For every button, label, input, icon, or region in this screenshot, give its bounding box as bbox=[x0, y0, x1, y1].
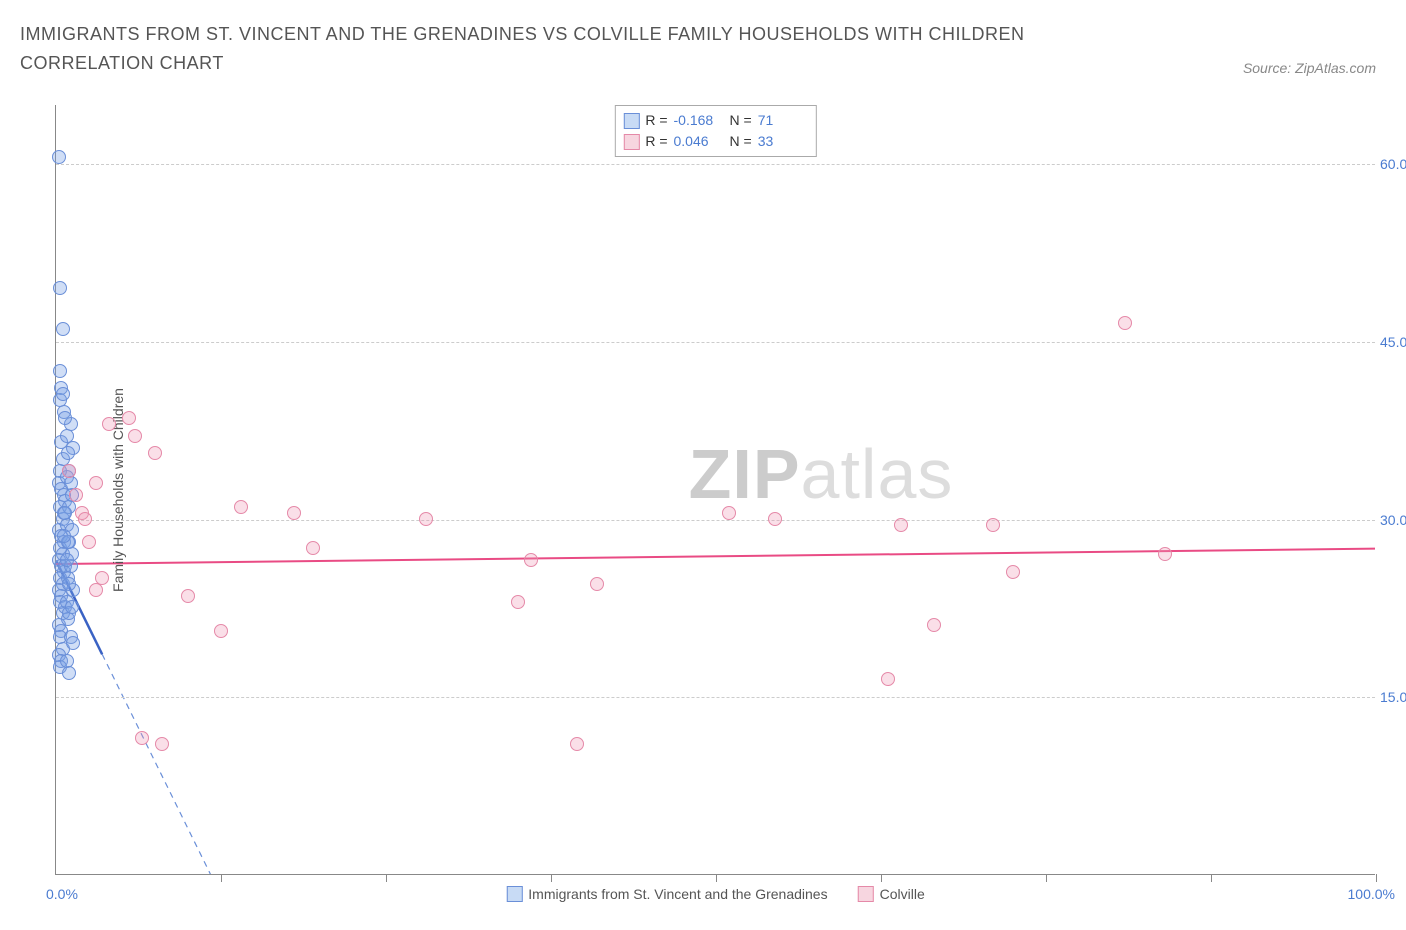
chart-container: IMMIGRANTS FROM ST. VINCENT AND THE GREN… bbox=[0, 0, 1406, 930]
legend-n-label: N = bbox=[730, 131, 752, 152]
scatter-point-series-1 bbox=[894, 518, 908, 532]
x-axis-min-label: 0.0% bbox=[46, 886, 78, 902]
series-legend: Immigrants from St. Vincent and the Gren… bbox=[506, 886, 924, 902]
series-name-0: Immigrants from St. Vincent and the Gren… bbox=[528, 886, 827, 902]
legend-n-label: N = bbox=[730, 110, 752, 131]
y-tick-label: 60.0% bbox=[1380, 156, 1406, 172]
scatter-point-series-0 bbox=[56, 387, 70, 401]
scatter-point-series-1 bbox=[181, 589, 195, 603]
scatter-point-series-1 bbox=[1118, 316, 1132, 330]
series-legend-item-0: Immigrants from St. Vincent and the Gren… bbox=[506, 886, 827, 902]
scatter-point-series-0 bbox=[57, 529, 71, 543]
scatter-point-series-0 bbox=[58, 506, 72, 520]
watermark: ZIPatlas bbox=[689, 434, 954, 514]
legend-r-value-0: -0.168 bbox=[674, 110, 724, 131]
scatter-point-series-1 bbox=[62, 464, 76, 478]
legend-swatch-1 bbox=[623, 134, 639, 150]
scatter-point-series-0 bbox=[66, 636, 80, 650]
scatter-point-series-1 bbox=[214, 624, 228, 638]
x-tick bbox=[386, 874, 387, 882]
correlation-legend: R = -0.168 N = 71 R = 0.046 N = 33 bbox=[614, 105, 816, 157]
scatter-point-series-1 bbox=[102, 417, 116, 431]
x-tick bbox=[1046, 874, 1047, 882]
gridline-h bbox=[56, 164, 1375, 165]
x-tick bbox=[551, 874, 552, 882]
legend-swatch-1b bbox=[858, 886, 874, 902]
gridline-h bbox=[56, 697, 1375, 698]
legend-swatch-0 bbox=[623, 113, 639, 129]
scatter-point-series-1 bbox=[234, 500, 248, 514]
scatter-point-series-1 bbox=[155, 737, 169, 751]
watermark-bold: ZIP bbox=[689, 435, 801, 513]
y-tick-label: 45.0% bbox=[1380, 334, 1406, 350]
scatter-point-series-1 bbox=[590, 577, 604, 591]
scatter-point-series-0 bbox=[61, 446, 75, 460]
plot-area: ZIPatlas Family Households with Children… bbox=[55, 105, 1375, 875]
scatter-point-series-0 bbox=[65, 600, 79, 614]
scatter-point-series-1 bbox=[128, 429, 142, 443]
scatter-point-series-1 bbox=[1158, 547, 1172, 561]
scatter-point-series-1 bbox=[89, 476, 103, 490]
scatter-point-series-1 bbox=[122, 411, 136, 425]
y-tick-label: 15.0% bbox=[1380, 689, 1406, 705]
x-axis-max-label: 100.0% bbox=[1348, 886, 1395, 902]
scatter-point-series-1 bbox=[419, 512, 433, 526]
scatter-point-series-0 bbox=[53, 281, 67, 295]
scatter-point-series-1 bbox=[135, 731, 149, 745]
scatter-point-series-1 bbox=[927, 618, 941, 632]
scatter-point-series-1 bbox=[570, 737, 584, 751]
x-tick bbox=[1211, 874, 1212, 882]
legend-row-series-1: R = 0.046 N = 33 bbox=[623, 131, 807, 152]
scatter-point-series-1 bbox=[881, 672, 895, 686]
scatter-point-series-1 bbox=[69, 488, 83, 502]
scatter-point-series-1 bbox=[287, 506, 301, 520]
x-tick bbox=[881, 874, 882, 882]
gridline-h bbox=[56, 342, 1375, 343]
x-tick bbox=[221, 874, 222, 882]
scatter-point-series-1 bbox=[306, 541, 320, 555]
gridline-h bbox=[56, 520, 1375, 521]
scatter-point-series-1 bbox=[722, 506, 736, 520]
scatter-point-series-1 bbox=[148, 446, 162, 460]
scatter-point-series-0 bbox=[52, 150, 66, 164]
scatter-point-series-0 bbox=[53, 364, 67, 378]
scatter-point-series-1 bbox=[89, 583, 103, 597]
scatter-point-series-0 bbox=[58, 411, 72, 425]
watermark-light: atlas bbox=[801, 435, 954, 513]
source-attribution: Source: ZipAtlas.com bbox=[1243, 60, 1376, 76]
legend-r-label: R = bbox=[645, 110, 667, 131]
scatter-point-series-0 bbox=[62, 666, 76, 680]
y-tick-label: 30.0% bbox=[1380, 512, 1406, 528]
scatter-point-series-0 bbox=[60, 429, 74, 443]
trend-lines-layer bbox=[56, 105, 1375, 874]
scatter-point-series-1 bbox=[82, 535, 96, 549]
chart-title: IMMIGRANTS FROM ST. VINCENT AND THE GREN… bbox=[20, 20, 1120, 78]
legend-n-value-1: 33 bbox=[758, 131, 808, 152]
scatter-point-series-0 bbox=[60, 553, 74, 567]
scatter-point-series-1 bbox=[78, 512, 92, 526]
legend-row-series-0: R = -0.168 N = 71 bbox=[623, 110, 807, 131]
scatter-point-series-1 bbox=[768, 512, 782, 526]
legend-swatch-0b bbox=[506, 886, 522, 902]
legend-r-label: R = bbox=[645, 131, 667, 152]
x-tick bbox=[716, 874, 717, 882]
legend-n-value-0: 71 bbox=[758, 110, 808, 131]
legend-r-value-1: 0.046 bbox=[674, 131, 724, 152]
scatter-point-series-1 bbox=[1006, 565, 1020, 579]
x-tick bbox=[1376, 874, 1377, 882]
scatter-point-series-1 bbox=[511, 595, 525, 609]
scatter-point-series-0 bbox=[62, 577, 76, 591]
scatter-point-series-1 bbox=[986, 518, 1000, 532]
scatter-point-series-0 bbox=[56, 322, 70, 336]
series-name-1: Colville bbox=[880, 886, 925, 902]
scatter-point-series-1 bbox=[524, 553, 538, 567]
series-legend-item-1: Colville bbox=[858, 886, 925, 902]
